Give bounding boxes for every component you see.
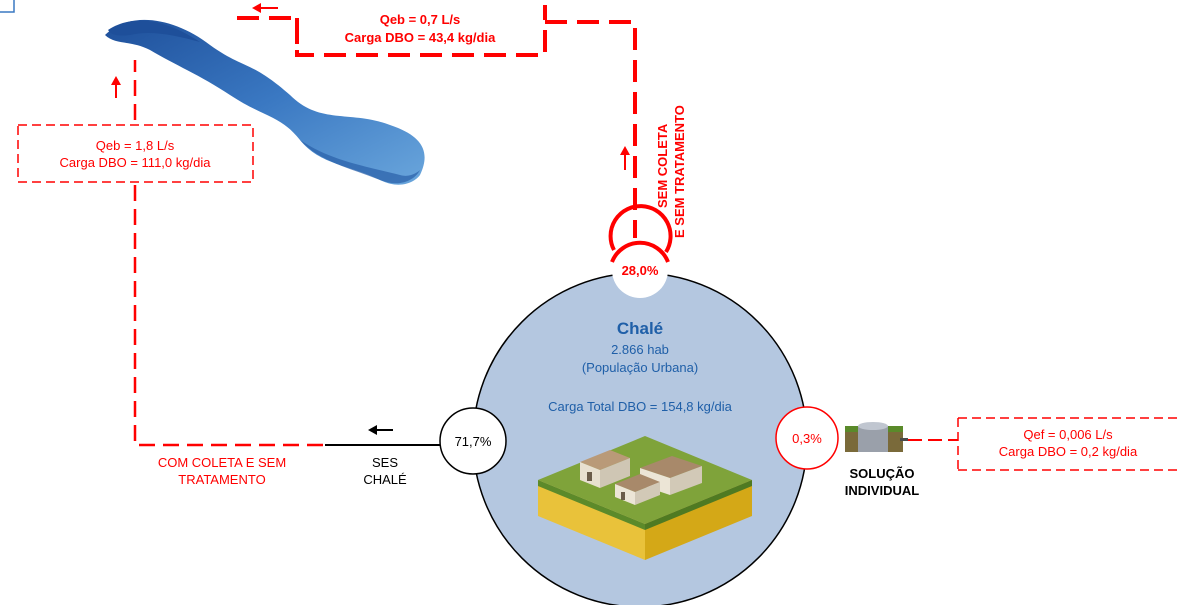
ses-label-line1: SES xyxy=(372,455,398,470)
arrow-up-icon xyxy=(111,76,121,98)
septic-tank-icon xyxy=(845,422,908,452)
arrow-up-icon xyxy=(620,146,630,170)
individual-load: Carga DBO = 0,2 kg/dia xyxy=(999,444,1138,459)
collected-label-line1: COM COLETA E SEM xyxy=(158,455,286,470)
ses-label-line2: CHALÉ xyxy=(363,472,407,487)
uncollected-pct: 28,0% xyxy=(622,263,659,278)
uncollected-node-arc xyxy=(608,204,673,254)
collected-route xyxy=(133,60,440,447)
corner-marker xyxy=(0,0,15,13)
city-population-type: (População Urbana) xyxy=(582,360,698,375)
arrow-left-icon xyxy=(368,425,393,435)
uncollected-node xyxy=(612,242,668,298)
collected-flow: Qeb = 1,8 L/s xyxy=(96,138,175,153)
city-total-load: Carga Total DBO = 154,8 kg/dia xyxy=(548,399,732,414)
city-population: 2.866 hab xyxy=(611,342,669,357)
collected-pct: 71,7% xyxy=(455,434,492,449)
uncollected-label-line2: E SEM TRATAMENTO xyxy=(672,105,687,238)
individual-flow: Qef = 0,006 L/s xyxy=(1023,427,1113,442)
river-illustration xyxy=(105,19,425,185)
uncollected-load: Carga DBO = 43,4 kg/dia xyxy=(345,30,496,45)
city-houses-illustration xyxy=(538,436,752,560)
uncollected-flow: Qeb = 0,7 L/s xyxy=(380,12,461,27)
individual-label-line1: SOLUÇÃO xyxy=(850,466,915,481)
individual-info-box xyxy=(957,417,1178,471)
individual-pct: 0,3% xyxy=(792,431,822,446)
individual-label-line2: INDIVIDUAL xyxy=(845,483,919,498)
city-name: Chalé xyxy=(617,319,663,338)
collected-load: Carga DBO = 111,0 kg/dia xyxy=(60,155,212,170)
collected-info-box xyxy=(17,124,254,183)
collected-node xyxy=(439,407,507,475)
uncollected-label-line1: SEM COLETA xyxy=(655,123,670,208)
collected-label-line2: TRATAMENTO xyxy=(178,472,265,487)
arrow-left-icon xyxy=(252,3,278,13)
uncollected-route xyxy=(237,5,637,238)
individual-node xyxy=(775,406,839,470)
